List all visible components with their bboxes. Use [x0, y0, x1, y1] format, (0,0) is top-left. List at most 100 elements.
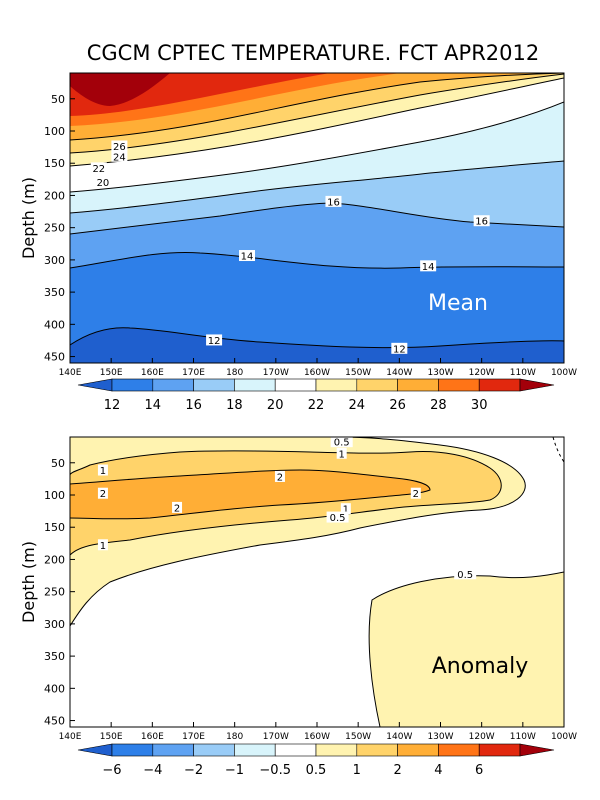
anomaly-xtick-label: 120W	[469, 732, 495, 742]
anomaly-contour-0.5	[70, 437, 526, 627]
anomaly-contour-label-bg	[336, 447, 347, 459]
anomaly-ytick-label: 250	[44, 586, 65, 599]
anomaly-filled-contours	[70, 437, 564, 727]
mean-colorbar-label: 12	[104, 398, 121, 413]
mean-contour-label-bg	[325, 195, 342, 207]
anomaly-colorbar-bin	[397, 743, 439, 757]
anomaly-ylabel: Depth (m)	[19, 541, 38, 623]
mean-colorbar-label: 14	[145, 398, 162, 413]
mean-xtick-label: 100W	[551, 368, 577, 378]
mean-xtick-label: 150E	[100, 368, 123, 378]
anomaly-contour-label-bg	[454, 568, 477, 580]
anomaly-colorbar-bin	[193, 743, 235, 757]
mean-colorbar-label: 24	[349, 398, 366, 413]
anomaly-xtick-label: 140E	[59, 732, 82, 742]
mean-ytick-label: 50	[51, 93, 65, 106]
anomaly-contour-label: 2	[413, 489, 419, 500]
mean-xtick-label: 120W	[469, 368, 495, 378]
anomaly-ytick-label: 100	[44, 489, 65, 502]
mean-contour-label-bg	[111, 140, 128, 152]
anomaly-region-2	[70, 470, 430, 519]
anomaly-contour-label: 0.5	[334, 438, 350, 449]
mean-contour-label: 22	[92, 164, 105, 175]
mean-ytick-label: 350	[44, 286, 65, 299]
mean-contour-label: 26	[113, 142, 126, 153]
mean-ytick-label: 250	[44, 222, 65, 235]
mean-contour-label: 12	[393, 344, 406, 355]
anomaly-contour-label: 2	[277, 472, 283, 483]
mean-contour-20	[70, 101, 564, 193]
anomaly-ytick-label: 450	[44, 715, 65, 728]
mean-colorbar-label: 30	[471, 398, 488, 413]
anomaly-ytick-label: 50	[51, 457, 65, 470]
mean-contour-label-bg	[206, 334, 223, 346]
mean-contour-18	[70, 160, 564, 214]
mean-xtick-label: 140E	[59, 368, 82, 378]
chart-title: CGCM CPTEC TEMPERATURE. FCT APR2012	[87, 41, 540, 65]
anomaly-colorbar: −6 −4 −2 −1 −0.5 0.5 1 2 4 6	[77, 743, 555, 778]
anomaly-colorbar-low-arrow	[77, 743, 113, 757]
mean-panel-label: Mean	[428, 291, 488, 316]
mean-xtick-label: 160W	[304, 368, 330, 378]
anomaly-colorbar-bin	[315, 743, 358, 757]
anomaly-contour-label-bg	[326, 511, 349, 523]
anomaly-colorbar-label: −1	[225, 763, 244, 778]
anomaly-contour-label: 0.5	[330, 513, 346, 524]
mean-colorbar-label: 26	[389, 398, 406, 413]
anomaly-contour-label-bg	[97, 487, 108, 499]
mean-contour-label: 14	[422, 262, 435, 273]
mean-colorbar-bin	[438, 378, 480, 392]
mean-contour-label-bg	[94, 176, 111, 188]
anomaly-contour-label: 1	[100, 466, 106, 477]
anomaly-xtick-label: 100W	[551, 732, 577, 742]
anomaly-ytick-label: 350	[44, 650, 65, 663]
anomaly-contour-label: 1	[343, 505, 349, 516]
mean-contour-26	[70, 73, 564, 141]
mean-xtick-label: 140W	[386, 368, 412, 378]
mean-ytick-label: 200	[44, 189, 65, 202]
mean-colorbar-bin	[274, 378, 317, 392]
anomaly-colorbar-label: −0.5	[259, 763, 291, 778]
anomaly-contour-label: 0.5	[457, 570, 473, 581]
anomaly-colorbar-high-arrow	[519, 743, 555, 757]
mean-contour-label-bg	[420, 260, 437, 272]
mean-contour-14	[70, 252, 564, 269]
anomaly-colorbar-bin	[111, 743, 154, 757]
anomaly-contour-label-bg	[410, 487, 421, 499]
mean-colorbar: 12 14 16 18 20 22 24 26 28 30	[77, 378, 555, 413]
anomaly-contour-label: 1	[100, 541, 106, 552]
anomaly-xtick-label: 180	[226, 732, 243, 742]
anomaly-ytick-label: 300	[44, 618, 65, 631]
anomaly-xtick-label: 110W	[510, 732, 536, 742]
mean-colorbar-bin	[315, 378, 358, 392]
anomaly-contour-label-bg	[340, 503, 351, 515]
mean-ytick-label: 100	[44, 125, 65, 138]
anomaly-xtick-label: 150W	[345, 732, 371, 742]
mean-ytick-label: 400	[44, 318, 65, 331]
anomaly-xtick-label: 150E	[100, 732, 123, 742]
anomaly-colorbar-label: 1	[353, 763, 361, 778]
mean-colorbar-bin	[193, 378, 235, 392]
mean-contour-label-bg	[391, 342, 408, 354]
mean-xtick-label: 180	[226, 368, 243, 378]
mean-colorbar-label: 20	[267, 398, 284, 413]
anomaly-region-right-0.5	[369, 572, 564, 727]
anomaly-contour-label-bg	[274, 470, 285, 482]
mean-filled-contours	[70, 73, 564, 363]
anomaly-contour-label-bg	[330, 436, 353, 448]
mean-colorbar-label: 22	[308, 398, 325, 413]
anomaly-contour-label: 1	[339, 449, 345, 460]
anomaly-colorbar-bin	[274, 743, 317, 757]
anomaly-ytick-label: 400	[44, 682, 65, 695]
anomaly-colorbar-label: −2	[184, 763, 203, 778]
anomaly-colorbar-bin	[234, 743, 276, 757]
mean-axes: 140E 150E 160E 170E 180 170W 160W 150W 140W 130W 1…	[44, 93, 577, 378]
mean-colorbar-bin	[111, 378, 154, 392]
anomaly-contour-dashed-corner	[552, 437, 564, 463]
mean-xtick-label: 170W	[263, 368, 289, 378]
anomaly-colorbar-bin	[438, 743, 480, 757]
